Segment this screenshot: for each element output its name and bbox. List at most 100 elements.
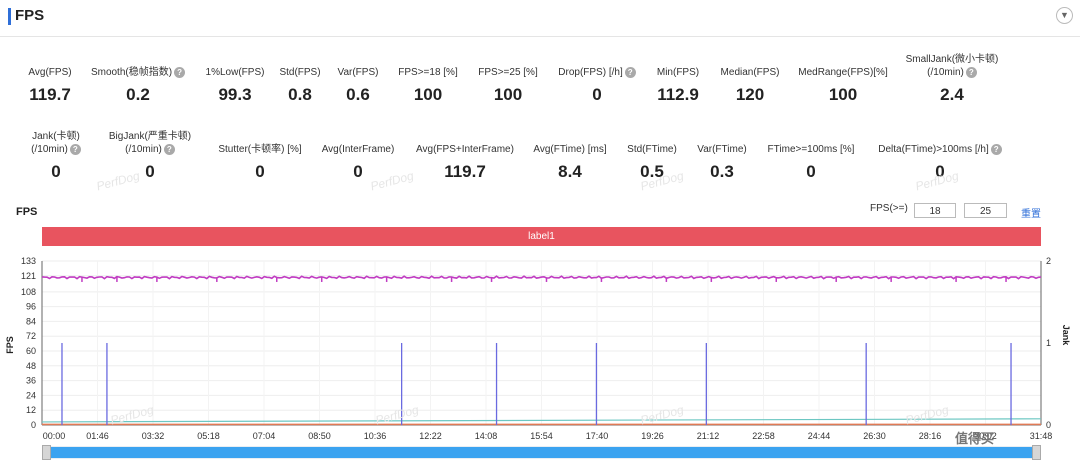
help-icon[interactable]: ?	[624, 66, 636, 78]
metric-avg-fps-interframe: Avg(FPS+InterFrame) 119.7	[390, 143, 540, 182]
metric-smooth: Smooth(稳帧指数)? 0.2	[63, 66, 213, 105]
metric-label: FPS>=18 [%]	[353, 66, 503, 79]
threshold-input-1[interactable]: 18	[914, 203, 956, 218]
y-tick-label: 96	[26, 302, 36, 312]
metric-value: 8.4	[558, 162, 582, 181]
metric-label: BigJank(严重卡顿) (/10min)?	[75, 130, 225, 156]
x-tick-label: 05:18	[197, 431, 220, 441]
x-tick-label: 24:44	[808, 431, 831, 441]
metric-value: 99.3	[218, 85, 252, 104]
metric-label: Avg(FPS+InterFrame)	[390, 143, 540, 156]
metric-label: Delta(FTime)>100ms [/h]?	[865, 143, 1015, 156]
y-tick-label: 12	[26, 405, 36, 415]
logo-text: 值得买	[955, 431, 995, 446]
metric-label: FPS>=25 [%]	[433, 66, 583, 79]
chart-title: FPS	[16, 206, 38, 218]
metric-label: Var(FTime)	[647, 143, 797, 156]
metric-label: FTime>=100ms [%]	[736, 143, 886, 156]
metric-label: Jank(卡顿) (/10min)?	[0, 130, 131, 156]
help-icon[interactable]: ?	[163, 143, 175, 155]
metric-label-text: Median(FPS)	[720, 67, 780, 78]
x-tick-label: 08:50	[308, 431, 331, 441]
x-tick-label: 00:00	[43, 431, 66, 441]
panel-header: FPS ▼	[0, 0, 1080, 37]
metric-value: 112.9	[657, 85, 699, 104]
metric-value: 100	[493, 85, 523, 104]
metric-label-text: BigJank(严重卡顿)	[108, 131, 192, 142]
x-tick-label: 01:46	[86, 431, 109, 441]
scroll-handle-right[interactable]	[1032, 445, 1041, 460]
reset-button[interactable]: 重置	[1021, 209, 1041, 220]
y2-tick-label: 1	[1046, 338, 1051, 348]
y-tick-label: 36	[26, 376, 36, 386]
metric-label-text: Delta(FTime)>100ms [/h]	[878, 144, 989, 155]
metric-value: 119.7	[29, 85, 71, 104]
metric-label-text: Smooth(稳帧指数)	[90, 67, 173, 78]
metric-label-text: 1%Low(FPS)	[205, 67, 265, 78]
metric-value: 0	[255, 162, 265, 181]
metric-label: Std(FPS)	[225, 66, 375, 79]
help-icon[interactable]: ?	[990, 143, 1002, 155]
metric-value: 0	[592, 85, 602, 104]
help-icon[interactable]: ?	[174, 66, 186, 78]
metric-label-text: Var(FPS)	[337, 67, 379, 78]
metric-fps-25: FPS>=25 [%] 100	[433, 66, 583, 105]
metric-unit-text: (/10min)	[927, 67, 964, 78]
y-tick-label: 48	[26, 361, 36, 371]
x-tick-label: 03:32	[142, 431, 165, 441]
metric-value: 0.6	[346, 85, 370, 104]
metric-label-text: Avg(InterFrame)	[321, 144, 395, 155]
metric-label-text: Var(FTime)	[697, 144, 747, 155]
metric-label-text: Avg(FPS+InterFrame)	[416, 144, 514, 155]
label-band: label1	[42, 227, 1041, 246]
title-accent-bar	[8, 8, 11, 25]
metric-avg-fps: Avg(FPS) 119.7	[0, 66, 125, 105]
metric-delta-ftime-100ms-h: Delta(FTime)>100ms [/h]? 0	[865, 143, 1015, 182]
metric-var-fps: Var(FPS) 0.6	[283, 66, 433, 105]
metric-var-ftime: Var(FTime) 0.3	[647, 143, 797, 182]
metric-label-text: MedRange(FPS)[%]	[798, 67, 888, 78]
metric-value: 0	[806, 162, 816, 181]
metric-label-text: Avg(FTime) [ms]	[533, 144, 607, 155]
metric-value: 0	[145, 162, 155, 181]
metric-label: Avg(FPS)	[0, 66, 125, 79]
metric-std-ftime: Std(FTime) 0.5	[577, 143, 727, 182]
metric-jank: Jank(卡顿) (/10min)? 0	[0, 130, 131, 182]
metric-drop-fps-h: Drop(FPS) [/h]? 0	[522, 66, 672, 105]
x-tick-label: 10:36	[364, 431, 387, 441]
timeline-scroll-thumb[interactable]	[44, 447, 1037, 458]
metric-ftime-100ms: FTime>=100ms [%] 0	[736, 143, 886, 182]
metric-label-text: Std(FTime)	[627, 144, 677, 155]
metric-label: Drop(FPS) [/h]?	[522, 66, 672, 79]
metric-value: 119.7	[444, 162, 486, 181]
help-icon[interactable]: ?	[69, 143, 81, 155]
metric-label: Smooth(稳帧指数)?	[63, 66, 213, 79]
metric-avg-interframe: Avg(InterFrame) 0	[283, 143, 433, 182]
y2-tick-label: 0	[1046, 420, 1051, 430]
metric-label: Avg(FTime) [ms]	[495, 143, 645, 156]
metric-median-fps: Median(FPS) 120	[675, 66, 825, 105]
metric-label-text: Avg(FPS)	[28, 67, 72, 78]
y2-tick-label: 2	[1046, 256, 1051, 266]
x-tick-label: 19:26	[641, 431, 664, 441]
x-tick-label: 28:16	[919, 431, 942, 441]
scroll-handle-left[interactable]	[42, 445, 51, 460]
help-icon[interactable]: ?	[965, 66, 977, 78]
threshold-input-2[interactable]: 25	[964, 203, 1007, 218]
y-tick-label: 24	[26, 390, 36, 400]
metric-value: 0	[51, 162, 61, 181]
metric-label: Std(FTime)	[577, 143, 727, 156]
metric-value: 0.5	[640, 162, 664, 181]
metric-label: MedRange(FPS)[%]	[768, 66, 918, 79]
metric-label-text: Jank(卡顿)	[32, 131, 80, 142]
chevron-down-icon[interactable]: ▼	[1056, 7, 1073, 24]
x-tick-label: 30:02	[974, 431, 997, 441]
y-tick-label: 0	[31, 420, 36, 430]
y2-axis-label: Jank	[1061, 325, 1071, 347]
metric-value: 0.2	[126, 85, 150, 104]
y-tick-label: 60	[26, 346, 36, 356]
metric-value: 0.8	[288, 85, 312, 104]
metric-1-low-fps: 1%Low(FPS) 99.3	[160, 66, 310, 105]
metric-avg-ftime-ms: Avg(FTime) [ms] 8.4	[495, 143, 645, 182]
metric-label: Min(FPS)	[603, 66, 753, 79]
